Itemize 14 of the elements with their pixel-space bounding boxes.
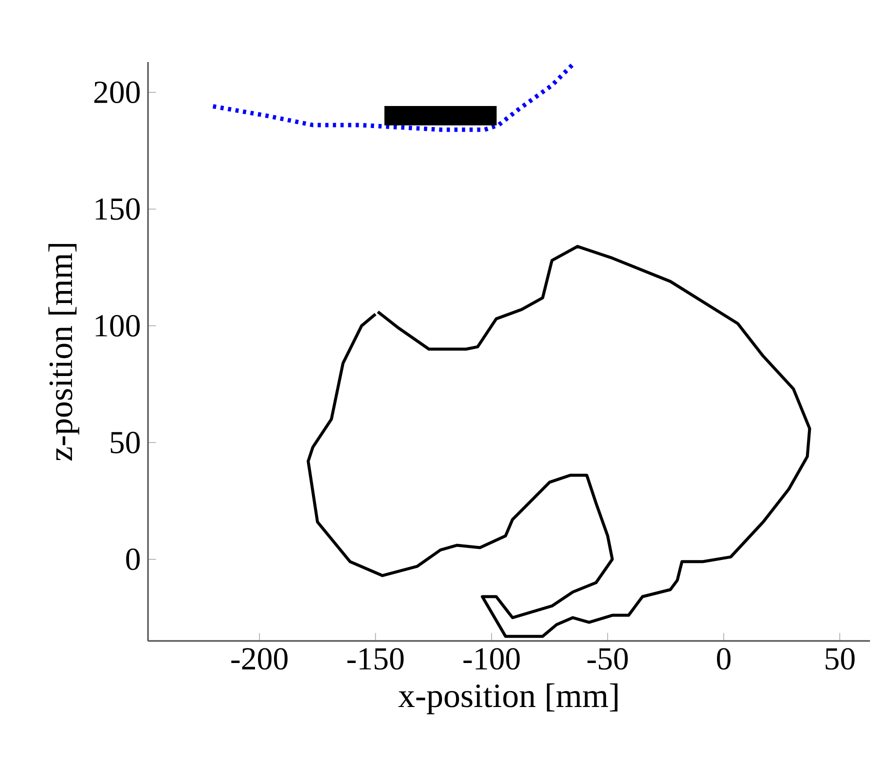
x-axis-title: x-position [mm] bbox=[398, 683, 618, 714]
y-tick-label: 150 bbox=[96, 198, 140, 220]
x-tick-label: -50 bbox=[588, 648, 628, 670]
line-series bbox=[210, 62, 576, 132]
x-tick-label: -100 bbox=[463, 648, 520, 670]
y-tick-label: 0 bbox=[126, 548, 140, 570]
y-tick-label: 100 bbox=[96, 315, 140, 337]
x-tick-label: -150 bbox=[347, 648, 404, 670]
x-tick-label: 0 bbox=[716, 648, 731, 670]
y-tick-label: 50 bbox=[110, 432, 140, 454]
y-axis-title: z-position [mm] bbox=[48, 244, 80, 461]
y-tick-label: 200 bbox=[94, 82, 140, 104]
x-tick-label: 50 bbox=[826, 648, 855, 670]
x-tick-label: -200 bbox=[231, 648, 288, 670]
